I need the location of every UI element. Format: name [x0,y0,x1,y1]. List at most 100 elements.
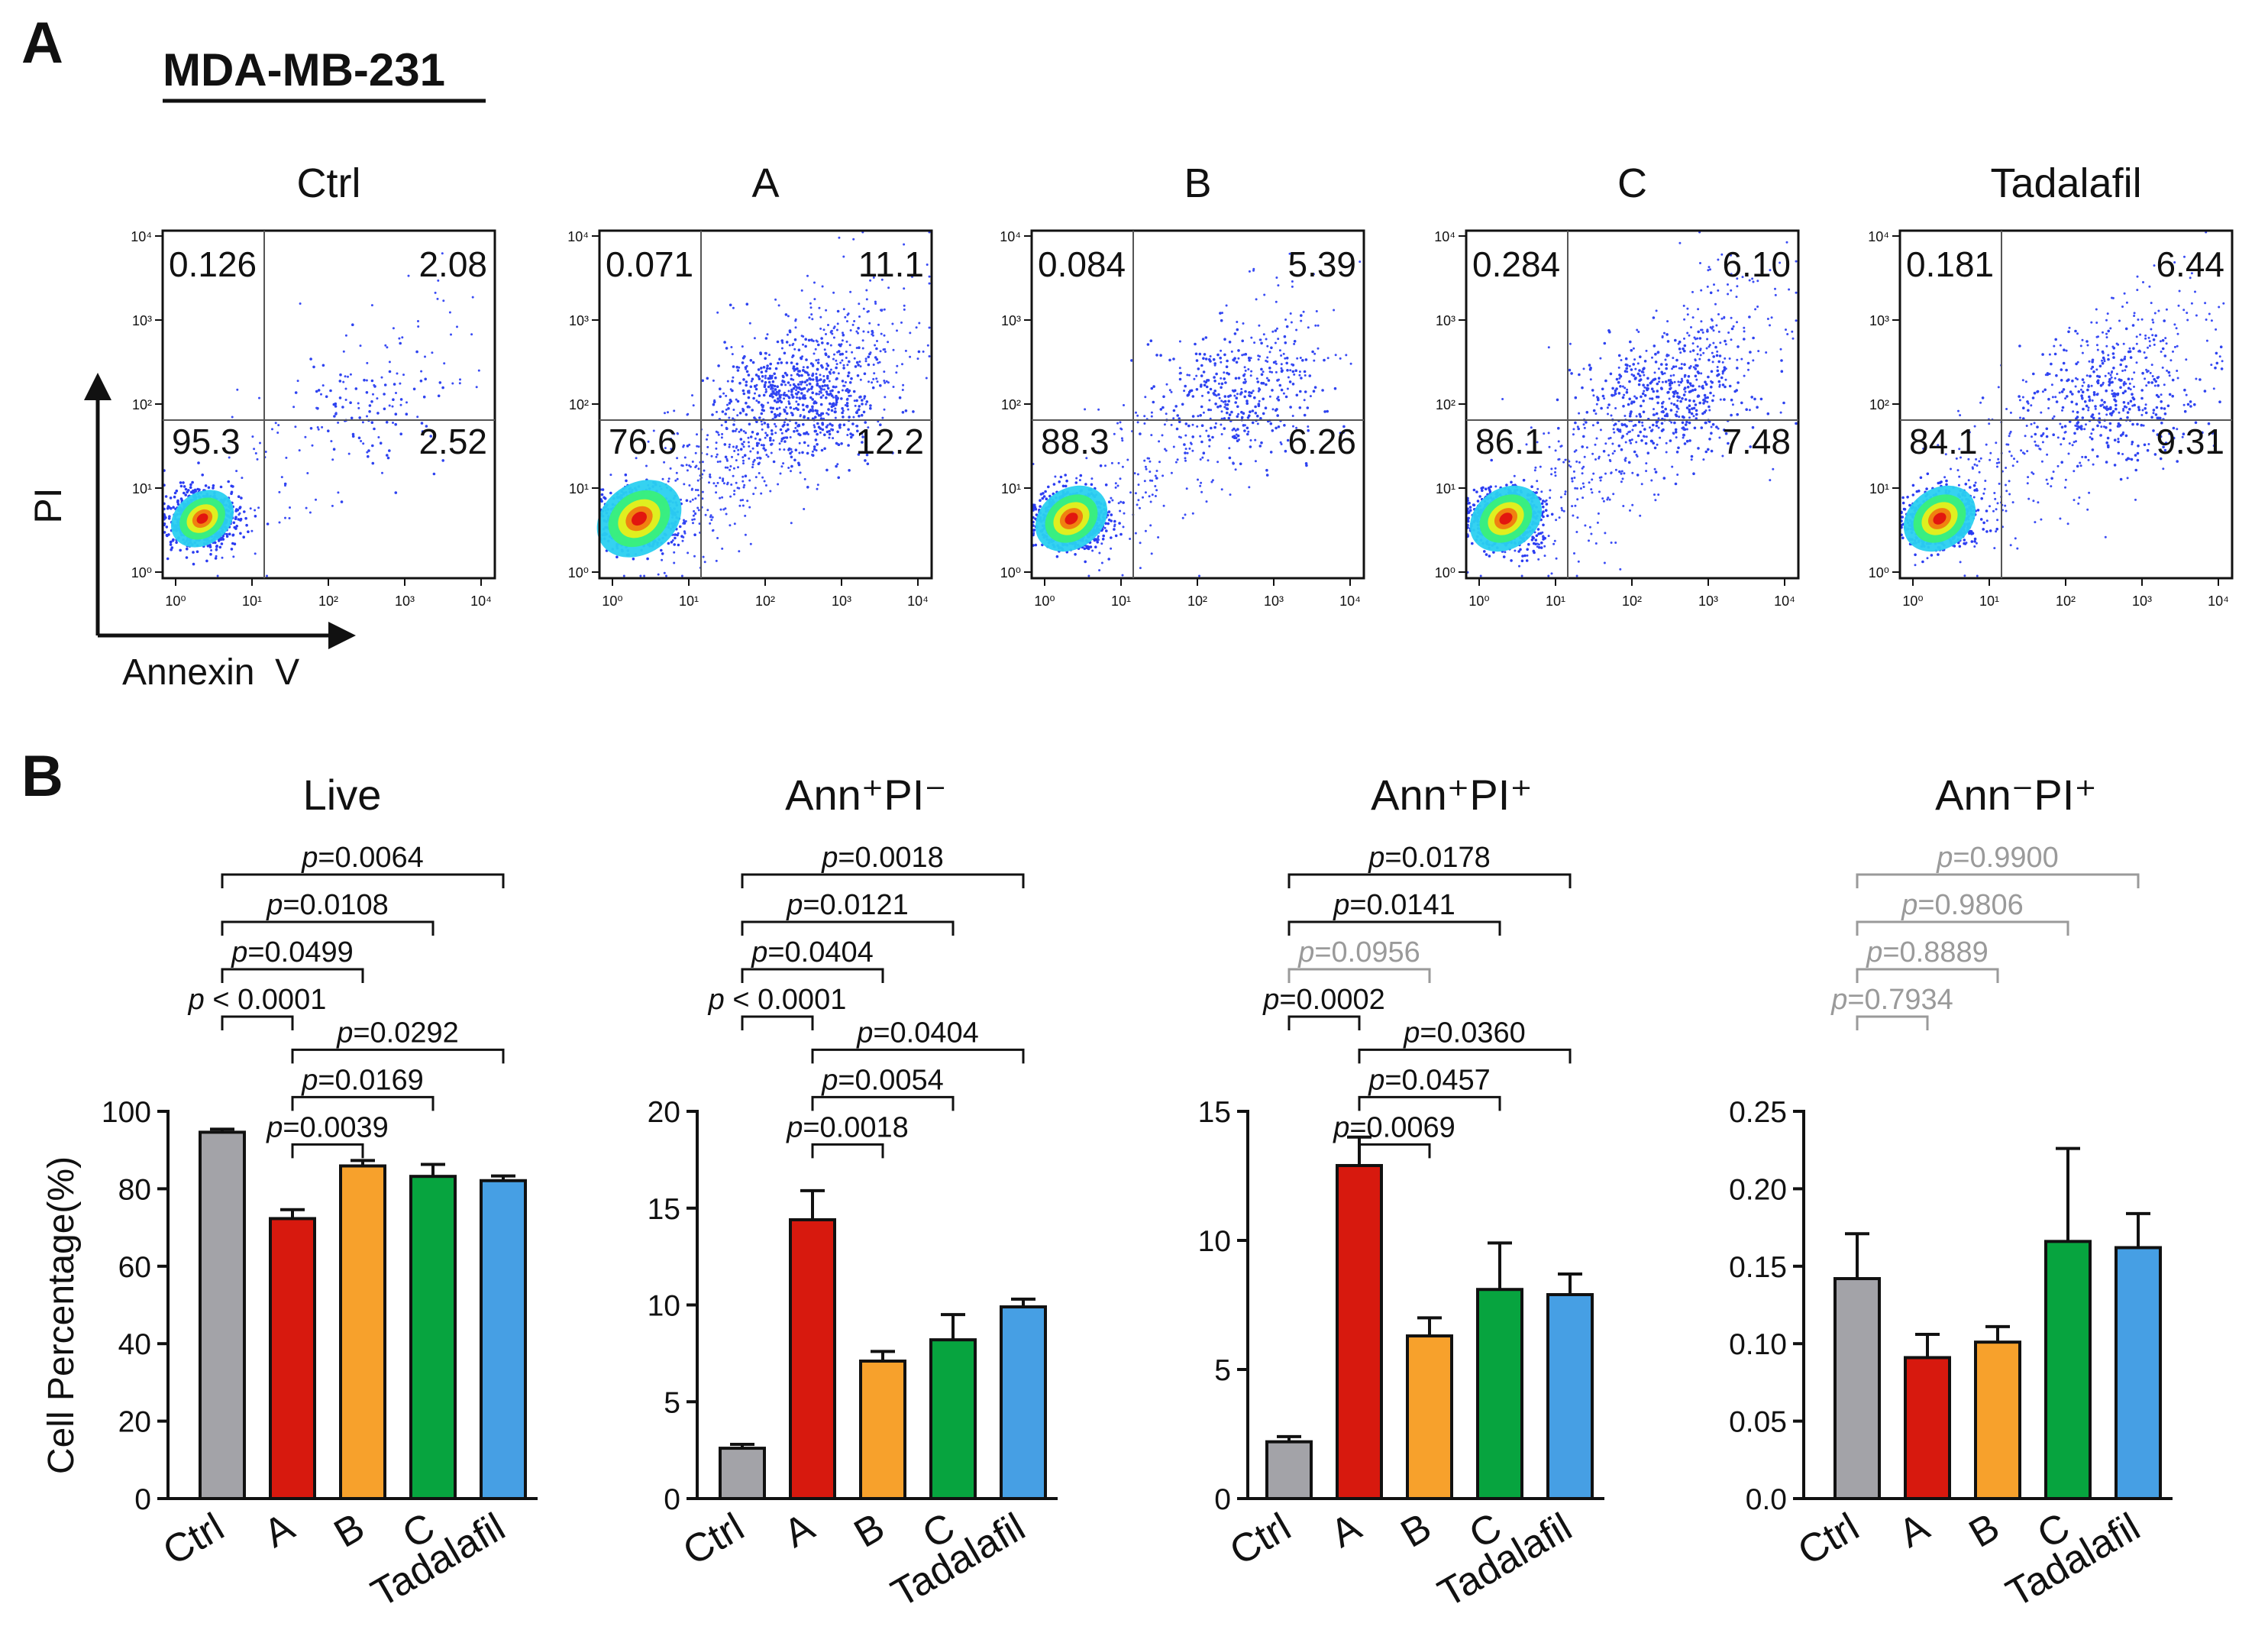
event-dot [1248,391,1251,394]
event-dot [1228,341,1232,344]
event-dot [836,351,839,354]
event-dot [865,289,868,292]
event-dot [820,448,824,452]
event-dot [1269,422,1273,425]
event-dot [424,377,427,381]
event-dot [1186,373,1189,377]
event-dot [675,471,678,474]
event-dot [871,333,874,336]
flow-x-tick-label: 10² [755,593,775,609]
event-dot [815,359,818,362]
event-dot [799,415,802,418]
event-dot [865,400,869,403]
event-dot [694,489,697,491]
event-dot [443,362,446,365]
event-dot [790,388,793,392]
event-dot [1334,354,1337,357]
event-dot [1090,477,1094,480]
event-dot [1236,328,1239,331]
flow-x-tick-label: 10¹ [242,593,262,609]
event-dot [257,506,260,509]
event-dot [258,396,260,399]
event-dot [725,513,728,516]
event-dot [1154,474,1157,477]
event-dot [1219,356,1222,360]
event-dot [862,307,865,310]
flow-y-tick-label: 10⁴ [131,229,152,244]
event-dot [774,388,777,391]
flow-x-tick-label: 10⁰ [165,593,186,609]
event-dot [250,529,254,532]
event-dot [915,326,918,329]
event-dot [1202,357,1205,361]
event-dot [781,341,784,344]
event-dot [741,345,744,348]
event-dot [739,499,742,502]
event-dot [401,336,404,339]
event-dot [733,522,736,525]
event-dot [774,367,778,370]
event-dot [684,520,687,522]
event-dot [1201,394,1203,397]
event-dot [1235,396,1239,399]
event-dot [799,471,802,474]
event-dot [1522,478,1526,482]
event-dot [820,337,823,340]
event-dot [1242,322,1245,325]
event-dot [781,379,784,382]
event-dot [1266,344,1269,348]
event-dot [1144,529,1147,532]
event-dot [842,423,846,426]
event-dot [710,519,713,522]
event-dot [754,476,758,479]
event-dot [709,475,712,478]
event-dot [863,397,866,400]
event-dot [1284,319,1287,321]
event-dot [1246,432,1249,436]
event-dot [830,428,833,431]
event-dot [624,473,628,477]
event-dot [1311,350,1314,354]
event-dot [1313,386,1317,390]
event-dot [787,467,790,469]
event-dot [1298,406,1302,409]
event-dot [215,555,218,558]
event-dot [1262,370,1265,373]
event-dot [1214,393,1217,396]
event-dot [329,389,332,393]
event-dot [874,344,877,347]
event-dot [842,255,845,258]
event-dot [823,433,826,437]
event-dot [717,364,720,367]
event-dot [667,477,670,480]
event-dot [703,561,706,564]
event-dot [761,428,764,431]
event-dot [1059,475,1063,479]
event-dot [780,437,784,441]
event-dot [732,423,735,426]
event-dot [749,435,753,438]
event-dot [832,371,835,374]
event-dot [1239,393,1242,396]
event-dot [1162,504,1165,507]
event-dot [192,562,195,566]
event-dot [1120,437,1123,440]
event-dot [903,304,906,307]
event-dot [1237,377,1241,380]
event-dot [822,375,825,377]
event-dot [807,373,810,377]
event-dot [368,410,371,413]
event-dot [1032,532,1035,535]
event-dot [450,333,452,336]
flow-y-tick-label: 10¹ [1001,481,1021,496]
event-dot [1234,429,1237,432]
event-dot [760,367,763,370]
event-dot [167,517,171,520]
event-dot [745,401,748,405]
event-dot [366,415,368,418]
event-dot [856,374,860,377]
event-dot [827,408,830,411]
event-dot [334,405,338,408]
event-dot [321,364,325,367]
event-dot [692,514,695,517]
